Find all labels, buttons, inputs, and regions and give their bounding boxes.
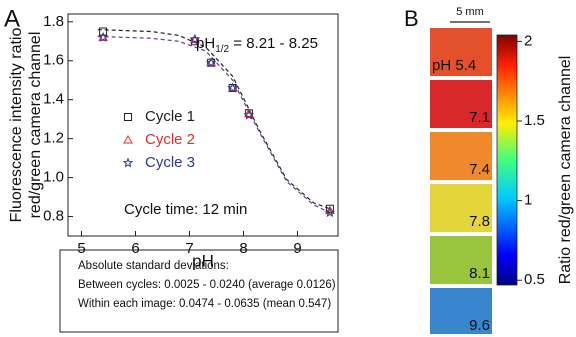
colorbar [497, 35, 517, 285]
legend-label: Cycle 2 [145, 131, 195, 148]
y-tick-label: 1.2 [43, 130, 64, 147]
y-axis-label: Fluorescence intensity ratio [8, 28, 25, 223]
scale-bar-label: 5 mm [456, 6, 484, 18]
annotation-part: pH [196, 35, 215, 52]
y-tick-label: 0.8 [43, 207, 64, 224]
legend-marker [124, 159, 132, 167]
x-tick-label: 9 [293, 240, 301, 257]
y-tick-label: 1.0 [43, 169, 64, 186]
x-tick-label: 6 [131, 240, 139, 257]
y-tick-label: 1.6 [43, 52, 64, 69]
legend-label: Cycle 1 [145, 108, 195, 125]
strip-label: pH 5.4 [432, 57, 476, 74]
colorbar-tick-label: 0.5 [524, 271, 545, 288]
cycle-time: Cycle time: 12 min [124, 201, 247, 218]
strip-label: 9.6 [469, 317, 490, 334]
legend-label: Cycle 3 [145, 154, 195, 171]
legend-marker [124, 136, 132, 143]
figure: A567890.81.01.21.41.61.8pHFluorescence i… [0, 0, 576, 337]
legend-marker [125, 114, 132, 121]
y-tick-label: 1.8 [43, 13, 64, 30]
annotation-part: = 8.21 - 8.25 [229, 35, 318, 52]
y-tick-label: 1.4 [43, 91, 64, 108]
strip-label: 7.8 [469, 213, 490, 230]
x-tick-label: 5 [77, 240, 85, 257]
stats-line: Between cycles: 0.0025 - 0.0240 (average… [78, 279, 336, 291]
colorbar-tick-label: 2 [524, 32, 532, 49]
stats-line: Absolute standard deviations: [78, 260, 229, 272]
x-tick-label: 8 [239, 240, 247, 257]
annotation-part: 1/2 [215, 44, 229, 55]
strip-label: 7.4 [469, 161, 490, 178]
colorbar-tick-label: 1.5 [524, 112, 545, 129]
panel-label: B [404, 6, 419, 31]
fit-curve [98, 30, 330, 209]
data-point [99, 33, 107, 41]
colorbar-tick-label: 1 [524, 192, 532, 209]
y-axis-label: red/green camera channel [27, 32, 44, 219]
strip-label: 8.1 [469, 265, 490, 282]
stats-line: Within each image: 0.0474 - 0.0635 (mean… [78, 298, 331, 310]
strip-label: 7.1 [469, 109, 490, 126]
ph-half-annotation: pH1/2 = 8.21 - 8.25 [196, 35, 318, 55]
colorbar-label: Ratio red/green camera channel [557, 56, 574, 285]
